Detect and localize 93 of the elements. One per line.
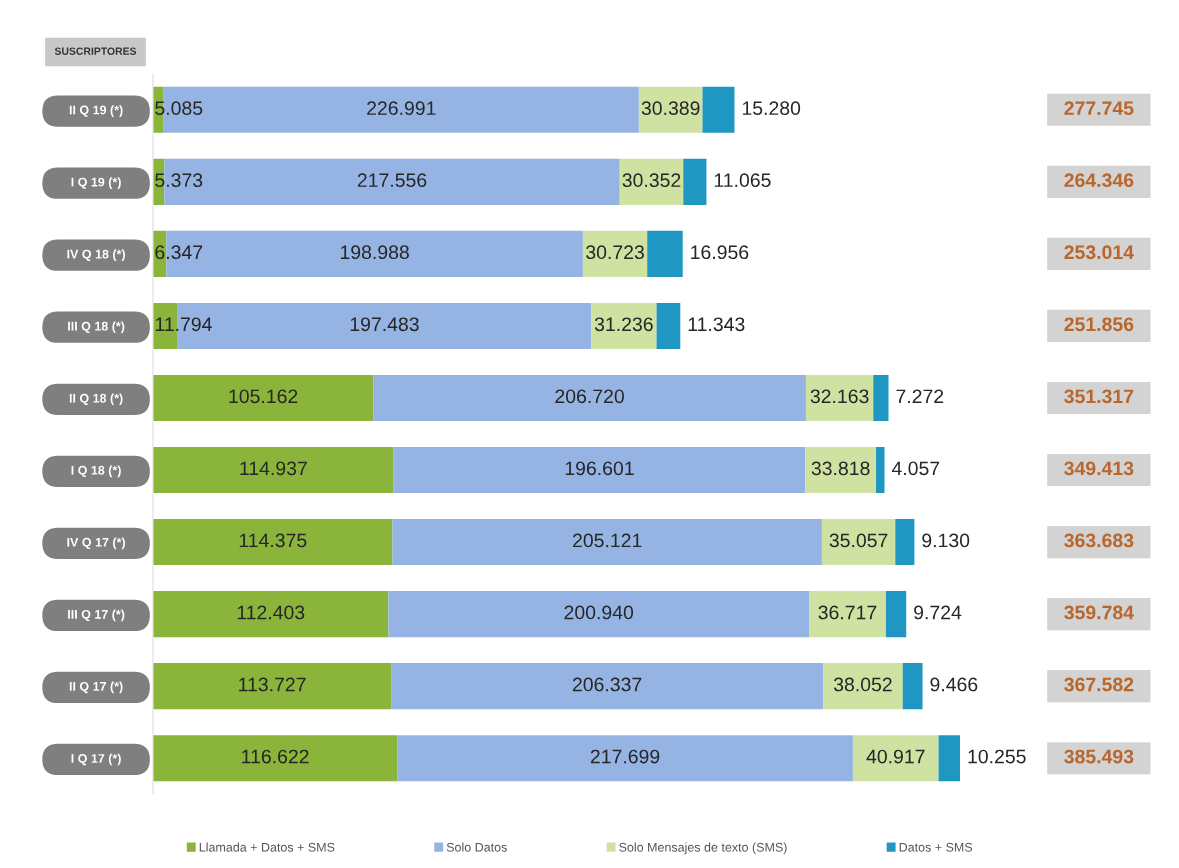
bar (153, 446, 394, 494)
data-label: 116.622 (242, 749, 309, 764)
data-label: 38.052 (833, 677, 892, 692)
text: 359.784 (1064, 605, 1134, 620)
y-tick-label: I Q 18 (*) (71, 465, 121, 478)
legend-label: Llamada + Datos + SMS (199, 842, 335, 852)
data-label: 30.352 (622, 173, 681, 188)
data-label: 9.130 (922, 533, 970, 548)
text: 253.014 (1064, 245, 1134, 260)
data-label: 226.991 (367, 101, 436, 116)
text: 351.317 (1064, 389, 1134, 404)
bar (823, 663, 903, 710)
data-label: 36.717 (818, 605, 877, 620)
y-tick-label: III Q 17 (*) (68, 609, 125, 622)
y-tick-label: IV Q 18 (*) (67, 249, 125, 262)
legend-label: Solo Mensajes de texto (SMS) (619, 842, 787, 855)
bar (902, 663, 923, 710)
data-label: 40.917 (866, 749, 925, 764)
bar (656, 302, 681, 349)
bar (821, 519, 896, 566)
bar (153, 591, 389, 638)
bar (393, 446, 806, 494)
y-tick-label: III Q 18 (*) (68, 321, 125, 334)
bar (373, 374, 806, 422)
text: 385.493 (1064, 749, 1134, 764)
data-label: 217.699 (590, 749, 660, 764)
chart-title: SUSCRIPTORES (54, 47, 137, 55)
y-tick-label: II Q 17 (*) (69, 681, 123, 694)
data-label: 16.956 (691, 245, 749, 260)
bar (852, 735, 939, 782)
data-label: 30.389 (641, 101, 700, 116)
y-tick-label: I Q 17 (*) (71, 753, 121, 766)
data-label: 198.988 (340, 245, 409, 260)
data-label: 4.057 (891, 461, 940, 476)
data-label: 206.720 (555, 389, 624, 404)
data-label: 31.236 (594, 317, 653, 332)
bar (619, 158, 684, 205)
y-tick-label: II Q 18 (*) (69, 393, 123, 406)
bar (591, 302, 657, 349)
bar (153, 374, 374, 422)
bar (638, 86, 703, 133)
data-label: 11.343 (688, 317, 745, 332)
data-label: 217.556 (357, 173, 427, 188)
text: 251.856 (1064, 317, 1134, 332)
data-label: 15.280 (742, 101, 801, 116)
bar (876, 446, 885, 494)
bar (805, 446, 877, 494)
data-label: 9.724 (914, 605, 962, 620)
legend-label: Solo Datos (446, 842, 507, 852)
data-label: 11.065 (714, 173, 771, 188)
bar (153, 519, 393, 566)
bar (392, 519, 822, 566)
text: 277.745 (1064, 101, 1134, 116)
bar (885, 591, 907, 638)
text: 367.582 (1064, 677, 1134, 692)
y-tick-label: IV Q 17 (*) (67, 537, 125, 550)
bar (582, 230, 648, 277)
data-label: 7.272 (896, 389, 944, 404)
bar (683, 158, 707, 205)
bar (153, 663, 392, 710)
legend-label: Datos + SMS (899, 842, 973, 852)
data-label: 9.466 (930, 677, 978, 692)
bar (397, 735, 853, 782)
bar (388, 591, 810, 638)
bar (805, 374, 874, 422)
data-label: 30.723 (586, 245, 644, 260)
data-label: 196.601 (565, 461, 634, 476)
bar (938, 735, 961, 782)
data-label: 10.255 (968, 749, 1026, 764)
bar (873, 374, 889, 422)
data-label: 32.163 (810, 389, 869, 404)
bar (647, 230, 683, 277)
bar (391, 663, 824, 710)
data-label: 114.937 (240, 461, 307, 476)
data-label: 105.162 (229, 389, 298, 404)
data-label: 33.818 (811, 461, 870, 476)
data-label: 197.483 (350, 317, 419, 332)
data-label: 112.403 (237, 605, 305, 620)
data-label: 206.337 (572, 677, 642, 692)
data-label: 205.121 (573, 533, 642, 548)
bar (895, 519, 915, 566)
bar (809, 591, 886, 638)
bar (702, 86, 735, 133)
data-label: 35.057 (829, 533, 888, 548)
text: 349.413 (1064, 461, 1134, 476)
y-tick-label: II Q 19 (*) (69, 105, 123, 117)
y-tick-label: I Q 19 (*) (71, 177, 121, 189)
data-label: 200.940 (564, 605, 634, 620)
data-label: 113.727 (239, 677, 306, 692)
text: 363.683 (1064, 533, 1134, 548)
text: 264.346 (1064, 173, 1134, 188)
bar (153, 735, 398, 782)
data-label: 114.375 (239, 533, 307, 548)
